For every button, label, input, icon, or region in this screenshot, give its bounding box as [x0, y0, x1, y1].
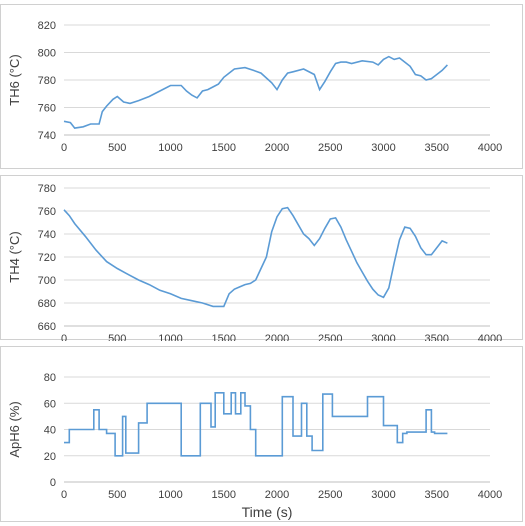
y-axis-title: TH4 (°C): [7, 231, 22, 282]
chart-panel-aph6: 0 20 40 60 80 0 500 1000 1500 2000 2500 3000 3500 400…: [0, 346, 523, 522]
x-tick-label: 3500: [425, 142, 449, 154]
x-tick-label: 3500: [425, 489, 449, 501]
x-tick-label: 1500: [212, 489, 236, 501]
x-tick-label: 2000: [265, 333, 289, 341]
x-tick-label: 2500: [318, 333, 342, 341]
x-tick-label: 2500: [318, 142, 342, 154]
x-tick-label: 1500: [212, 142, 236, 154]
x-tick-label: 1500: [212, 333, 236, 341]
x-tick-label: 500: [108, 489, 126, 501]
x-tick-label: 0: [61, 333, 67, 341]
x-tick-label: 3000: [371, 489, 395, 501]
y-tick-label: 0: [50, 477, 56, 489]
y-tick-label: 800: [38, 48, 56, 60]
x-tick-label: 4000: [478, 142, 502, 154]
y-tick-label: 820: [38, 20, 56, 32]
y-tick-label: 660: [38, 321, 56, 333]
x-tick-label: 500: [108, 333, 126, 341]
y-tick-label: 80: [44, 372, 56, 384]
th4-line-chart: 660 680 700 720 740 760 780 0 500 1000 1500 2000 250…: [7, 183, 502, 341]
y-tick-label: 740: [38, 229, 56, 241]
y-tick-label: 760: [38, 206, 56, 218]
x-tick-label: 3500: [425, 333, 449, 341]
y-tick-label: 720: [38, 252, 56, 264]
chart-panel-th6: 740 760 780 800 820 0 500 1000 1500 2000 2500 3000 3…: [0, 4, 523, 169]
series-line-0: [64, 391, 448, 457]
series-line-0: [63, 206, 448, 308]
x-tick-label: 4000: [478, 489, 502, 501]
x-tick-label: 500: [108, 142, 126, 154]
x-axis-title: Time (s): [242, 504, 293, 520]
y-tick-label: 20: [44, 451, 56, 463]
th6-line-chart: 740 760 780 800 820 0 500 1000 1500 2000 2500 3000 3…: [7, 20, 502, 154]
y-tick-label: 700: [38, 275, 56, 287]
y-tick-label: 780: [38, 183, 56, 195]
y-tick-label: 780: [38, 75, 56, 87]
aph6-line-chart: 0 20 40 60 80 0 500 1000 1500 2000 2500 3000 3500 400…: [7, 372, 502, 520]
y-tick-label: 760: [38, 103, 56, 115]
y-tick-label: 740: [38, 130, 56, 142]
y-tick-label: 60: [44, 398, 56, 410]
x-tick-label: 4000: [478, 333, 502, 341]
y-axis-title: TH6 (°C): [7, 54, 22, 105]
series-line-0: [63, 55, 448, 129]
y-tick-label: 680: [38, 298, 56, 310]
x-tick-label: 1000: [158, 142, 182, 154]
x-tick-label: 2000: [265, 489, 289, 501]
y-axis-title: ApH6 (%): [7, 401, 22, 457]
x-tick-label: 2500: [318, 489, 342, 501]
x-tick-label: 1000: [158, 489, 182, 501]
y-tick-label: 40: [44, 425, 56, 437]
x-tick-label: 3000: [371, 142, 395, 154]
x-tick-label: 0: [61, 489, 67, 501]
x-tick-label: 2000: [265, 142, 289, 154]
x-tick-label: 3000: [371, 333, 395, 341]
x-tick-label: 1000: [158, 333, 182, 341]
chart-panel-th4: 660 680 700 720 740 760 780 0 500 1000 1500 2000 250…: [0, 175, 523, 341]
x-tick-label: 0: [61, 142, 67, 154]
